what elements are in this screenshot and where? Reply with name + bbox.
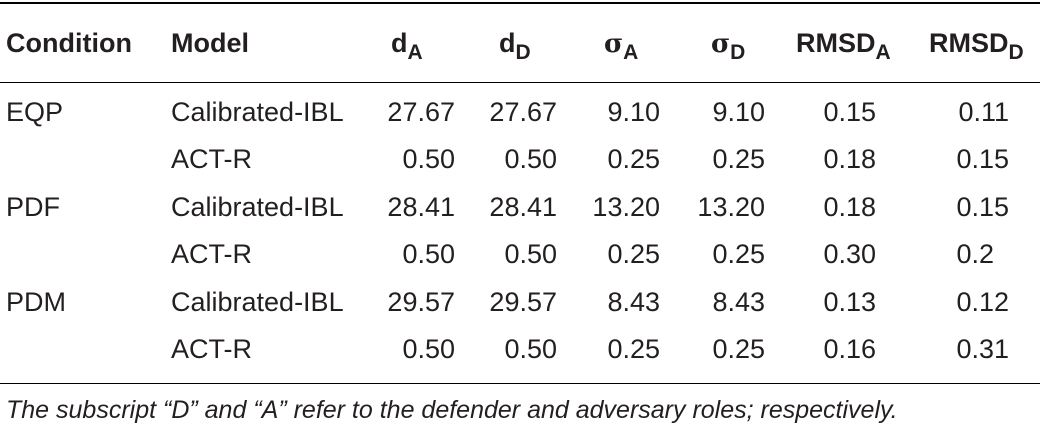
cell-sigma-d: 8.43	[712, 287, 765, 317]
cell-sigma-a: 0.25	[607, 239, 660, 269]
cell-rmsd-d: 0.15	[956, 192, 1009, 222]
cell-rmsd-d: 0.11	[958, 97, 1009, 127]
cell-rmsd-a: 0.18	[823, 192, 876, 222]
header-d-a: dA	[391, 28, 423, 64]
cell-d-d: 28.41	[489, 192, 557, 222]
cell-rmsd-a: 0.30	[823, 239, 876, 269]
cell-rmsd-d: 0.15	[956, 144, 1009, 174]
cell-d-d: 27.67	[489, 97, 557, 127]
cell-rmsd-d: 0.31	[956, 334, 1009, 364]
row-model: Calibrated-IBL	[171, 287, 344, 317]
cell-rmsd-a: 0.13	[823, 287, 876, 317]
row-model: Calibrated-IBL	[171, 192, 344, 222]
cell-sigma-d: 0.25	[712, 239, 765, 269]
header-model: Model	[171, 28, 249, 58]
row-model: ACT-R	[171, 239, 252, 269]
table-bottom-rule	[0, 383, 1040, 384]
header-rmsd-d: RMSDD	[929, 28, 1024, 64]
row-condition: PDF	[6, 192, 60, 222]
cell-d-a: 28.41	[387, 192, 455, 222]
cell-d-a: 29.57	[387, 287, 455, 317]
cell-sigma-a: 9.10	[607, 97, 660, 127]
row-condition: EQP	[6, 97, 64, 127]
cell-d-a: 0.50	[402, 334, 455, 364]
header-sigma-a: σA	[604, 29, 639, 64]
cell-d-d: 0.50	[504, 334, 557, 364]
cell-d-d: 0.50	[504, 239, 557, 269]
cell-rmsd-d: 0.12	[956, 287, 1009, 317]
table-header-rule	[0, 82, 1040, 83]
cell-sigma-a: 8.43	[607, 287, 660, 317]
row-model: ACT-R	[171, 334, 252, 364]
header-d-d: dD	[499, 28, 531, 64]
cell-d-d: 29.57	[489, 287, 557, 317]
cell-sigma-d: 0.25	[712, 334, 765, 364]
cell-sigma-d: 9.10	[712, 97, 765, 127]
cell-rmsd-a: 0.16	[823, 334, 876, 364]
cell-sigma-a: 0.25	[607, 144, 660, 174]
table-top-rule	[0, 2, 1040, 4]
cell-d-a: 0.50	[402, 239, 455, 269]
row-model: ACT-R	[171, 144, 252, 174]
cell-d-a: 27.67	[387, 97, 455, 127]
cell-rmsd-a: 0.18	[823, 144, 876, 174]
cell-sigma-a: 0.25	[607, 334, 660, 364]
row-condition: PDM	[6, 287, 66, 317]
cell-sigma-a: 13.20	[592, 192, 660, 222]
header-sigma-d: σD	[711, 29, 746, 64]
cell-d-d: 0.50	[504, 144, 557, 174]
header-rmsd-a: RMSDA	[796, 28, 891, 64]
cell-sigma-d: 13.20	[697, 192, 765, 222]
cell-rmsd-d: 0.2	[956, 239, 994, 269]
row-model: Calibrated-IBL	[171, 97, 344, 127]
cell-rmsd-a: 0.15	[823, 97, 876, 127]
cell-d-a: 0.50	[402, 144, 455, 174]
cell-sigma-d: 0.25	[712, 144, 765, 174]
table-footnote: The subscript “D” and “A” refer to the d…	[6, 396, 898, 424]
header-condition: Condition	[6, 28, 132, 58]
